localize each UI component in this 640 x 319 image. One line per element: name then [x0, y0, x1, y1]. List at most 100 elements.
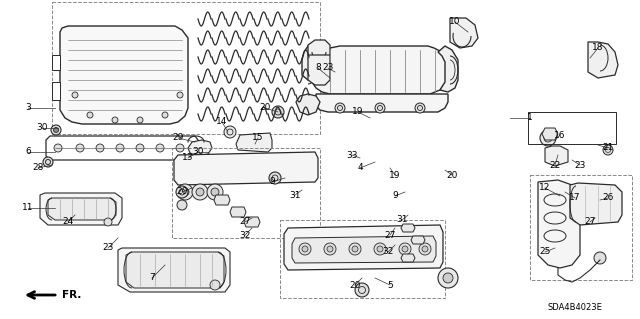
Circle shape [352, 246, 358, 252]
Circle shape [603, 145, 613, 155]
Polygon shape [411, 236, 425, 244]
Polygon shape [308, 40, 330, 60]
Polygon shape [188, 140, 212, 156]
Text: 32: 32 [239, 231, 251, 240]
Polygon shape [308, 55, 330, 85]
Polygon shape [48, 198, 116, 220]
Circle shape [210, 280, 220, 290]
Text: 21: 21 [602, 144, 614, 152]
Circle shape [177, 92, 183, 98]
Polygon shape [52, 82, 60, 100]
Text: SDA4B4023E: SDA4B4023E [548, 303, 602, 313]
Text: 19: 19 [352, 108, 364, 116]
Polygon shape [230, 207, 246, 217]
Text: 4: 4 [357, 164, 363, 173]
Text: 5: 5 [387, 280, 393, 290]
Circle shape [176, 186, 188, 198]
Text: 20: 20 [176, 188, 188, 197]
Circle shape [349, 243, 361, 255]
Circle shape [192, 184, 208, 200]
Text: 27: 27 [584, 218, 596, 226]
Text: 20: 20 [446, 170, 458, 180]
Circle shape [269, 172, 281, 184]
Circle shape [54, 144, 62, 152]
Text: 26: 26 [602, 194, 614, 203]
Text: 23: 23 [574, 160, 586, 169]
Polygon shape [126, 252, 224, 288]
Text: 1: 1 [527, 114, 533, 122]
Circle shape [272, 106, 284, 118]
Circle shape [104, 218, 112, 226]
Text: 19: 19 [389, 170, 401, 180]
Circle shape [72, 92, 78, 98]
Circle shape [335, 103, 345, 113]
Circle shape [415, 103, 425, 113]
Text: 25: 25 [540, 248, 550, 256]
Circle shape [211, 188, 219, 196]
Circle shape [51, 125, 61, 135]
Circle shape [43, 157, 53, 167]
Circle shape [176, 144, 184, 152]
Polygon shape [46, 136, 198, 160]
Text: 16: 16 [554, 130, 566, 139]
Text: 22: 22 [549, 160, 561, 169]
Circle shape [137, 117, 143, 123]
Text: 9: 9 [269, 177, 275, 187]
Circle shape [327, 246, 333, 252]
Bar [52, 2, 320, 134]
Text: 10: 10 [449, 18, 461, 26]
Text: 27: 27 [384, 231, 396, 240]
Circle shape [54, 128, 58, 132]
Polygon shape [588, 42, 618, 78]
Text: 31: 31 [289, 190, 301, 199]
Text: 18: 18 [592, 43, 604, 53]
Circle shape [196, 188, 204, 196]
Text: FR.: FR. [62, 290, 81, 300]
Text: 6: 6 [25, 147, 31, 157]
Polygon shape [538, 180, 580, 268]
Text: 9: 9 [392, 191, 398, 201]
Text: 17: 17 [569, 194, 580, 203]
Text: 12: 12 [540, 183, 550, 192]
Circle shape [156, 144, 164, 152]
Circle shape [116, 144, 124, 152]
Circle shape [112, 117, 118, 123]
Circle shape [422, 246, 428, 252]
Text: 32: 32 [382, 248, 394, 256]
Polygon shape [174, 152, 318, 185]
Circle shape [443, 273, 453, 283]
Circle shape [419, 243, 431, 255]
Circle shape [207, 184, 223, 200]
Text: 3: 3 [25, 103, 31, 113]
Text: 7: 7 [149, 273, 155, 283]
Circle shape [540, 130, 556, 146]
Circle shape [96, 144, 104, 152]
Text: 14: 14 [216, 117, 228, 127]
Polygon shape [308, 46, 448, 94]
Polygon shape [214, 195, 230, 205]
Circle shape [181, 188, 189, 196]
Polygon shape [284, 225, 443, 270]
Bar [172, 148, 320, 238]
Circle shape [438, 268, 458, 288]
Text: 24: 24 [62, 218, 74, 226]
Circle shape [355, 283, 369, 297]
Polygon shape [401, 254, 415, 262]
Text: 23: 23 [102, 243, 114, 253]
Polygon shape [60, 26, 188, 124]
Circle shape [302, 246, 308, 252]
Polygon shape [52, 55, 60, 70]
Text: 11: 11 [22, 204, 34, 212]
Polygon shape [302, 44, 328, 82]
Bar [530, 175, 632, 280]
Text: 29: 29 [172, 133, 184, 143]
Circle shape [224, 126, 236, 138]
Circle shape [87, 112, 93, 118]
Polygon shape [450, 18, 478, 48]
Circle shape [594, 252, 606, 264]
Text: 20: 20 [259, 103, 271, 113]
Polygon shape [545, 146, 568, 166]
Text: 30: 30 [192, 147, 204, 157]
Text: 28: 28 [32, 164, 44, 173]
Polygon shape [292, 236, 436, 263]
